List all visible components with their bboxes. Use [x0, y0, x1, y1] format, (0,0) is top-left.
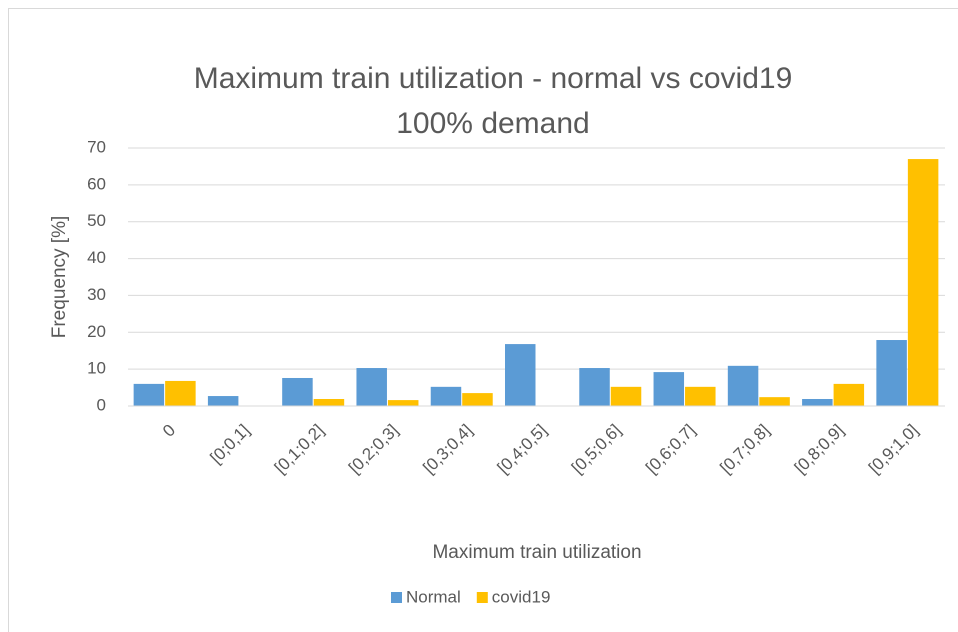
- legend-swatch: [391, 592, 402, 603]
- y-tick-label: 70: [87, 137, 106, 156]
- y-tick-label: 60: [87, 174, 106, 193]
- bar: [430, 386, 462, 406]
- bar: [833, 383, 865, 406]
- bar: [907, 159, 939, 406]
- bar: [610, 386, 642, 406]
- chart-title: Maximum train utilization - normal vs co…: [194, 62, 793, 95]
- bar: [133, 383, 165, 406]
- y-axis-title: Frequency [%]: [49, 216, 70, 339]
- bar: [207, 396, 239, 406]
- bar: [282, 377, 313, 406]
- y-tick-label: 10: [87, 359, 106, 378]
- x-axis-title: Maximum train utilization: [432, 542, 641, 563]
- legend-label: Normal: [406, 587, 461, 606]
- bar: [165, 380, 196, 406]
- legend-swatch: [476, 592, 488, 603]
- y-tick-label: 30: [87, 285, 106, 304]
- y-tick-label: 0: [97, 395, 106, 414]
- bar: [802, 398, 833, 406]
- bar: [462, 393, 493, 406]
- bar: [653, 372, 685, 406]
- bar: [313, 398, 345, 406]
- bar: [505, 344, 536, 406]
- bar: [387, 400, 419, 406]
- y-tick-label: 50: [87, 211, 106, 230]
- bar: [685, 386, 716, 406]
- y-tick-label: 40: [87, 248, 106, 267]
- chart-frame: [8, 8, 958, 632]
- y-tick-label: 20: [87, 322, 106, 341]
- bar: [727, 365, 759, 406]
- bar: [356, 368, 387, 406]
- bar: [759, 397, 790, 406]
- legend-label: covid19: [492, 587, 551, 606]
- chart-subtitle: 100% demand: [396, 107, 589, 140]
- bar: [579, 368, 610, 406]
- bar: [876, 340, 907, 406]
